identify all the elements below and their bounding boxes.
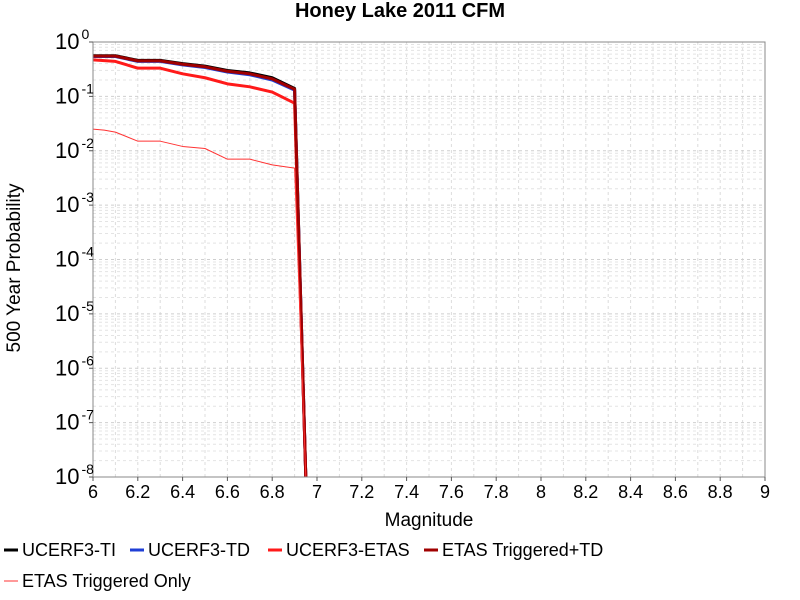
legend-label: ETAS Triggered Only — [22, 571, 191, 591]
legend-label: UCERF3-TD — [148, 540, 250, 560]
x-tick-label: 8.8 — [708, 482, 733, 502]
x-tick-label: 8 — [536, 482, 546, 502]
chart-title: Honey Lake 2011 CFM — [295, 0, 505, 22]
x-tick-label: 6.4 — [170, 482, 195, 502]
x-axis-label: Magnitude — [385, 510, 474, 531]
x-tick-label: 8.2 — [573, 482, 598, 502]
y-tick-label: 10 -5 — [55, 298, 94, 326]
legend-label: UCERF3-ETAS — [286, 540, 410, 560]
x-axis-ticks: 6 6.2 6.4 6.6 6.8 7 7.2 7.4 7.6 7.8 8 8.2 8.4 8.6 8.8 9 — [88, 477, 770, 502]
y-tick-label: 10 -7 — [55, 407, 94, 435]
y-tick-label: 10 -6 — [55, 352, 94, 380]
y-tick-label: 10 0 — [55, 26, 89, 54]
x-tick-label: 7.4 — [394, 482, 419, 502]
y-axis-label: 500 Year Probability — [4, 183, 25, 353]
legend: UCERF3-TI UCERF3-TD UCERF3-ETAS ETAS Trigge… — [4, 540, 603, 591]
x-tick-label: 8.4 — [618, 482, 643, 502]
y-tick-label: 10 -4 — [55, 244, 94, 272]
x-tick-label: 8.6 — [663, 482, 688, 502]
y-tick-label: 10 -8 — [55, 461, 94, 489]
series-line-5 — [92, 128, 307, 478]
y-tick-label: 10 -2 — [55, 135, 94, 163]
x-tick-label: 7 — [312, 482, 322, 502]
series-line-4 — [93, 54, 308, 478]
series-line-3 — [92, 58, 308, 478]
x-tick-label: 6.8 — [260, 482, 285, 502]
series-line-2 — [93, 55, 308, 478]
y-tick-label: 10 -3 — [55, 189, 94, 217]
x-tick-label: 6.6 — [215, 482, 240, 502]
y-tick-label: 10 -1 — [55, 80, 94, 108]
x-tick-label: 6.2 — [125, 482, 150, 502]
grid — [92, 41, 766, 478]
legend-label: UCERF3-TI — [22, 540, 116, 560]
legend-label: ETAS Triggered+TD — [442, 540, 603, 560]
x-tick-label: 6 — [88, 482, 98, 502]
x-tick-label: 9 — [760, 482, 770, 502]
x-tick-label: 7.6 — [439, 482, 464, 502]
series-lines — [92, 54, 308, 478]
x-tick-label: 7.2 — [349, 482, 374, 502]
series-line-1 — [93, 54, 308, 478]
x-tick-label: 7.8 — [484, 482, 509, 502]
